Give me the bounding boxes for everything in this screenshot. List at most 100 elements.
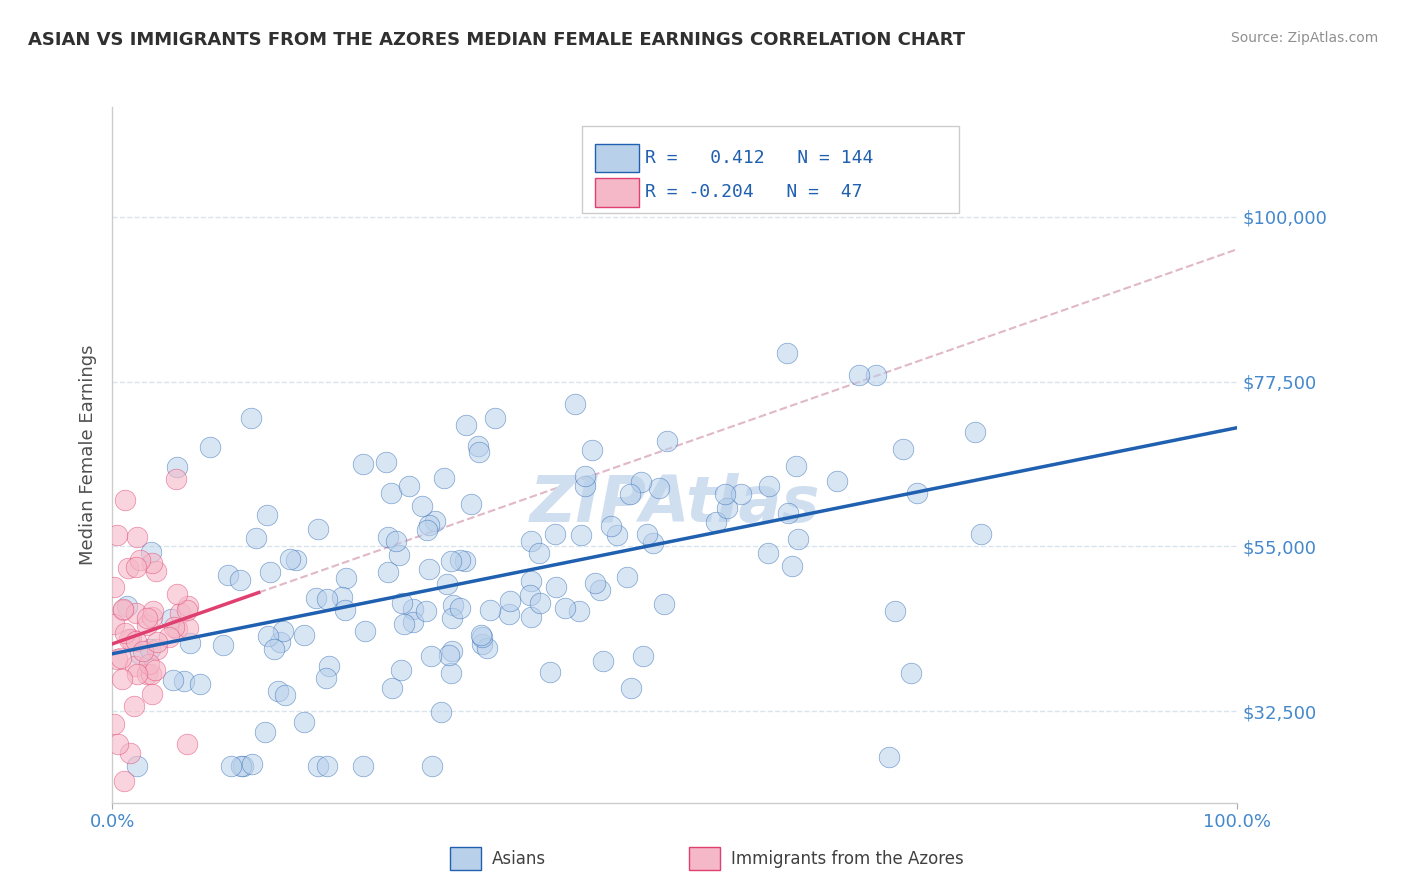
Point (600, 518, 623, 533)
Point (519, 574, 541, 589)
Point (401, 602, 423, 616)
Point (259, 566, 281, 580)
Point (162, 620, 184, 634)
Point (125, 606, 148, 620)
Point (592, 654, 614, 668)
Point (280, 552, 302, 566)
Point (269, 635, 291, 649)
Point (785, 458, 807, 473)
Point (520, 609, 543, 624)
Point (756, 546, 779, 560)
Point (631, 648, 654, 663)
Point (454, 554, 477, 568)
Point (620, 681, 643, 696)
Point (118, 746, 141, 760)
Point (416, 523, 439, 537)
Point (141, 610, 163, 624)
Point (544, 580, 567, 594)
Point (589, 583, 612, 598)
Point (564, 397, 586, 411)
Point (402, 615, 425, 630)
Point (267, 683, 290, 698)
Point (420, 759, 443, 773)
Point (825, 474, 848, 488)
Point (141, 666, 163, 681)
Point (239, 411, 262, 425)
Point (160, 612, 183, 626)
Point (139, 545, 162, 559)
Text: R =   0.412   N = 144: R = 0.412 N = 144 (645, 149, 873, 168)
Point (188, 677, 211, 691)
Point (105, 652, 128, 666)
Point (177, 599, 200, 613)
Point (606, 528, 628, 542)
Point (307, 759, 329, 773)
Point (125, 759, 148, 773)
Point (636, 527, 658, 541)
Point (499, 594, 522, 608)
Point (125, 666, 148, 681)
Point (436, 576, 458, 591)
Point (114, 625, 136, 640)
Text: Asians: Asians (492, 850, 546, 868)
Point (335, 603, 357, 617)
Point (107, 737, 129, 751)
Point (117, 561, 139, 575)
Point (166, 459, 188, 474)
Point (141, 556, 163, 570)
Point (520, 534, 543, 549)
Point (569, 528, 592, 542)
Point (352, 457, 374, 471)
Point (122, 698, 145, 713)
Point (128, 553, 150, 567)
Point (274, 688, 297, 702)
Point (471, 630, 494, 644)
Point (219, 759, 242, 773)
Point (538, 665, 561, 679)
Point (141, 687, 163, 701)
Point (439, 648, 461, 662)
Point (212, 639, 235, 653)
Point (127, 530, 149, 544)
Point (460, 497, 482, 511)
Point (125, 634, 148, 648)
Point (776, 346, 799, 360)
Point (441, 599, 464, 613)
Point (484, 410, 506, 425)
Text: Immigrants from the Azores: Immigrants from the Azores (731, 850, 965, 868)
Point (145, 564, 167, 578)
Point (544, 527, 567, 541)
Point (254, 725, 277, 739)
Point (440, 666, 463, 681)
Point (730, 487, 752, 501)
Point (352, 759, 374, 773)
Point (865, 368, 887, 383)
Point (256, 508, 278, 522)
Point (415, 604, 437, 618)
Point (176, 737, 198, 751)
Point (173, 673, 195, 688)
Point (105, 528, 128, 542)
Point (159, 631, 181, 645)
Point (103, 580, 125, 594)
Point (419, 649, 441, 664)
Point (418, 561, 440, 575)
Point (120, 632, 142, 647)
Point (142, 604, 165, 618)
Point (381, 681, 404, 695)
Text: R = -0.204   N =  47: R = -0.204 N = 47 (645, 184, 862, 202)
Point (391, 596, 413, 610)
Point (179, 636, 201, 650)
Point (129, 647, 152, 661)
Point (758, 479, 780, 493)
Point (583, 576, 606, 591)
Point (716, 500, 738, 515)
Point (581, 442, 603, 457)
Point (353, 624, 375, 638)
Point (257, 629, 280, 643)
Point (177, 622, 200, 636)
Point (470, 628, 492, 642)
Point (242, 757, 264, 772)
Point (418, 518, 440, 533)
Point (475, 641, 498, 656)
